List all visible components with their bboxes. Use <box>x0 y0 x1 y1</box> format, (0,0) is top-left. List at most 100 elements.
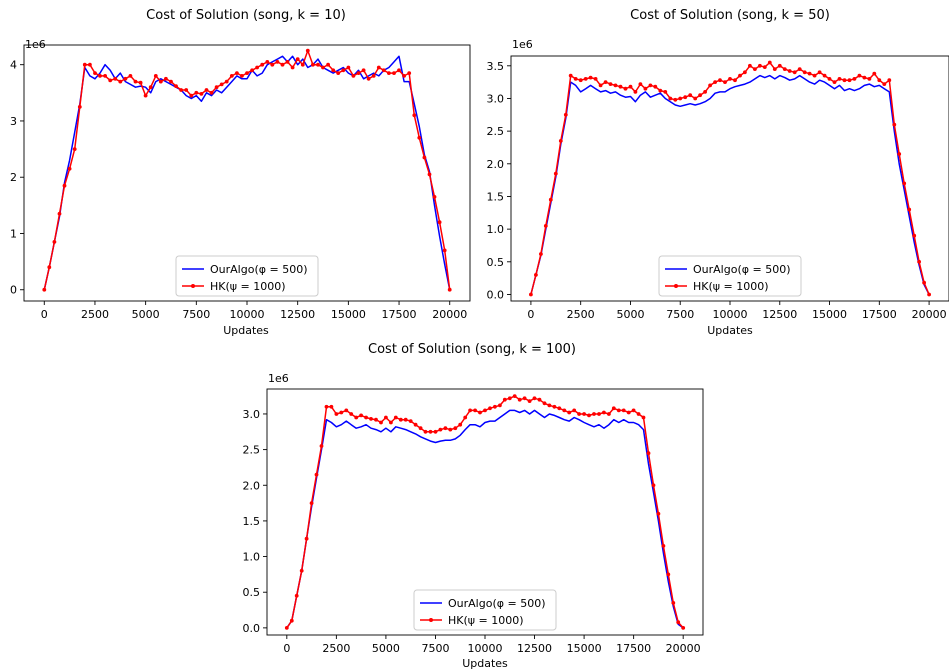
chart-title: Cost of Solution (song, k = 100) <box>368 342 576 357</box>
y-multiplier-label: 1e6 <box>268 372 289 385</box>
data-point <box>787 69 792 73</box>
series-line-ouralgo <box>286 409 684 629</box>
data-point <box>527 399 532 403</box>
legend-box <box>175 255 319 297</box>
data-point <box>128 74 133 78</box>
legend-label: HK(ψ = 1000) <box>448 614 524 627</box>
data-point <box>661 544 666 548</box>
data-point <box>369 417 373 421</box>
data-point <box>772 67 777 71</box>
data-point <box>379 420 383 425</box>
data-point <box>573 77 578 81</box>
data-point <box>713 80 717 84</box>
data-point <box>209 90 214 95</box>
data-point <box>384 415 388 420</box>
data-point <box>558 139 563 143</box>
data-point <box>311 62 315 67</box>
chart-title: Cost of Solution (song, k = 50) <box>630 8 830 23</box>
x-tick-label: 20000 <box>666 642 701 655</box>
data-point <box>314 472 319 477</box>
data-point <box>402 74 406 78</box>
data-point <box>658 88 663 93</box>
data-point <box>164 76 168 81</box>
data-point <box>442 248 447 253</box>
data-point <box>578 78 583 83</box>
data-point <box>902 181 907 186</box>
data-point <box>922 280 926 285</box>
plot-area: 0 2500 5000 7500 10000 12500 15000 17500 20000 0.… <box>487 55 949 321</box>
data-point <box>723 80 727 84</box>
data-point <box>417 135 422 140</box>
data-point <box>392 71 396 75</box>
plot-area: 0 2500 5000 7500 10000 12500 15000 17500 20000 0 1… <box>10 44 471 321</box>
data-point <box>623 86 628 91</box>
data-point <box>807 71 812 76</box>
data-point <box>488 406 492 411</box>
x-tick-label: 10000 <box>230 308 265 321</box>
data-point <box>646 451 651 456</box>
data-point <box>82 62 87 67</box>
data-point <box>346 65 351 70</box>
y-tick-label: 1 <box>10 227 17 240</box>
data-point <box>179 88 184 92</box>
data-point <box>607 412 611 416</box>
chart-k100: Cost of Solution (song, k = 100) 1e6 0 25… <box>243 342 704 670</box>
data-point <box>678 96 683 101</box>
data-point <box>423 429 428 434</box>
data-point <box>148 85 153 90</box>
data-point <box>339 410 344 415</box>
data-point <box>643 86 648 91</box>
legend-label: HK(ψ = 1000) <box>210 280 286 293</box>
data-point <box>872 71 877 76</box>
data-point <box>534 273 538 277</box>
data-point <box>663 90 668 94</box>
data-point <box>393 415 398 420</box>
data-point <box>567 410 572 415</box>
data-point <box>42 287 47 292</box>
data-point <box>792 70 797 75</box>
x-axis-label: Updates <box>462 657 508 670</box>
data-point <box>912 233 917 238</box>
data-point <box>743 70 747 75</box>
data-point <box>636 412 641 416</box>
data-point <box>458 422 463 427</box>
legend-label: OurAlgo(φ = 500) <box>448 597 546 610</box>
data-point <box>255 65 259 70</box>
y-tick-label: 0.5 <box>487 256 505 269</box>
legend-label: HK(ψ = 1000) <box>693 280 769 293</box>
data-point <box>653 84 658 89</box>
data-point <box>638 82 643 86</box>
data-point <box>693 96 698 101</box>
x-axis-label: Updates <box>223 324 269 337</box>
x-tick-label: 5000 <box>132 308 160 321</box>
x-tick-label: 17500 <box>616 642 651 655</box>
data-point <box>797 67 802 71</box>
data-point <box>593 77 598 81</box>
data-point <box>582 412 586 416</box>
y-tick-label: 1.5 <box>243 515 261 528</box>
data-point <box>408 419 413 423</box>
data-point <box>651 483 656 488</box>
data-point <box>72 147 77 152</box>
x-tick-label: 10000 <box>468 642 503 655</box>
data-point <box>184 88 189 92</box>
chart-k50: Cost of Solution (song, k = 50) 1e6 0 250… <box>487 8 949 337</box>
data-point <box>577 412 581 416</box>
data-point <box>628 84 633 89</box>
data-point <box>613 83 618 88</box>
data-point <box>542 401 547 406</box>
data-point <box>319 444 324 448</box>
data-point <box>158 79 163 84</box>
data-point <box>733 78 737 83</box>
data-point <box>562 408 567 413</box>
data-point <box>366 76 371 81</box>
data-point <box>478 410 482 415</box>
data-point <box>67 166 72 171</box>
legend-label: OurAlgo(φ = 500) <box>210 263 308 276</box>
data-point <box>300 62 305 67</box>
data-point <box>280 62 285 67</box>
data-point <box>381 68 386 73</box>
x-tick-label: 15000 <box>331 308 366 321</box>
data-point <box>321 65 325 70</box>
